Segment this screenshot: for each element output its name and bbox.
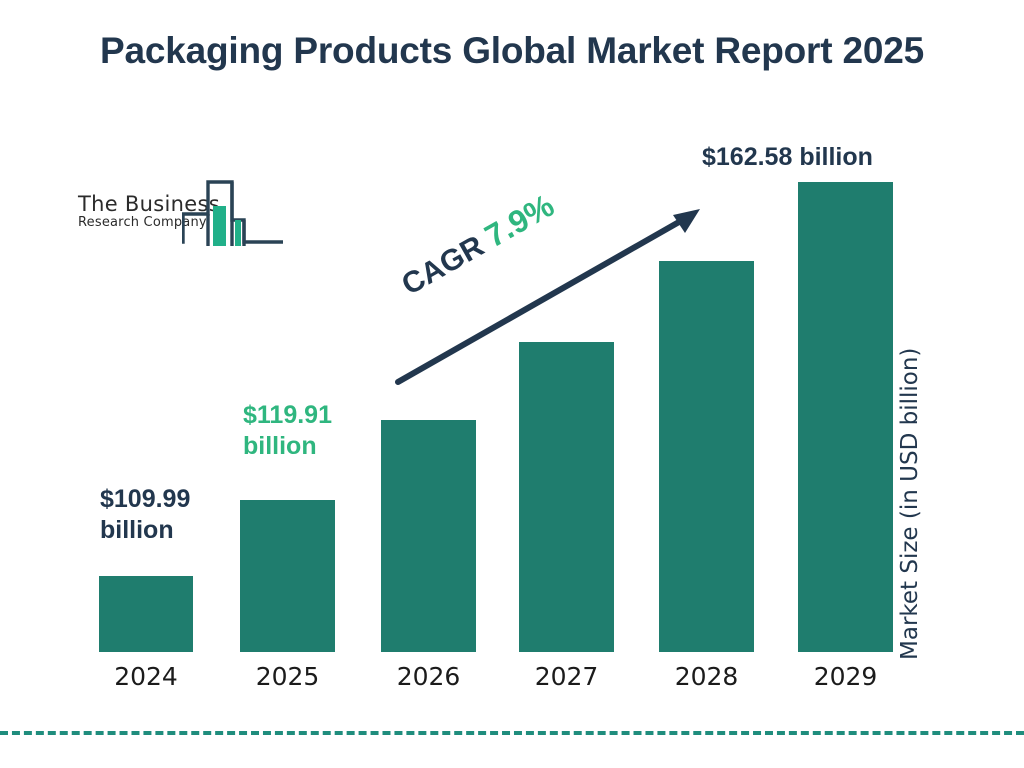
xtick-2027: 2027 xyxy=(534,662,599,691)
value-label-2024: $109.99 billion xyxy=(100,484,230,545)
xtick-2025: 2025 xyxy=(255,662,320,691)
value-label-2025-amount: $119.91 xyxy=(243,401,332,429)
bar-2028 xyxy=(659,261,754,652)
value-label-2024-amount: $109.99 xyxy=(100,485,191,513)
bar-chart-logo-icon xyxy=(181,176,284,248)
logo-wordmark: The Business Research Company xyxy=(78,192,220,230)
value-label-2024-unit: billion xyxy=(100,515,174,544)
xtick-2026: 2026 xyxy=(396,662,461,691)
bar-2025 xyxy=(240,500,335,652)
xtick-2029: 2029 xyxy=(813,662,878,691)
logo-line-secondary: Research Company xyxy=(78,215,207,230)
bar-2026 xyxy=(381,420,476,652)
page-title: Packaging Products Global Market Report … xyxy=(100,30,924,71)
bar-2027 xyxy=(519,342,614,652)
footer-divider xyxy=(0,731,1024,735)
y-axis-title-text: Market Size (in USD billion) xyxy=(897,347,923,660)
value-label-2029: $162.58 billion xyxy=(702,143,873,171)
bar-2024 xyxy=(99,576,193,652)
xtick-2024: 2024 xyxy=(114,662,178,691)
xtick-2028: 2028 xyxy=(674,662,739,691)
logo-line-primary: The Business xyxy=(78,192,220,216)
bar-2029 xyxy=(798,182,893,652)
value-label-2025-unit: billion xyxy=(243,431,317,460)
value-label-2025: $119.91 billion xyxy=(243,400,373,461)
y-axis-title: Market Size (in USD billion) xyxy=(897,0,923,660)
company-logo: The Business Research Company xyxy=(78,176,284,248)
